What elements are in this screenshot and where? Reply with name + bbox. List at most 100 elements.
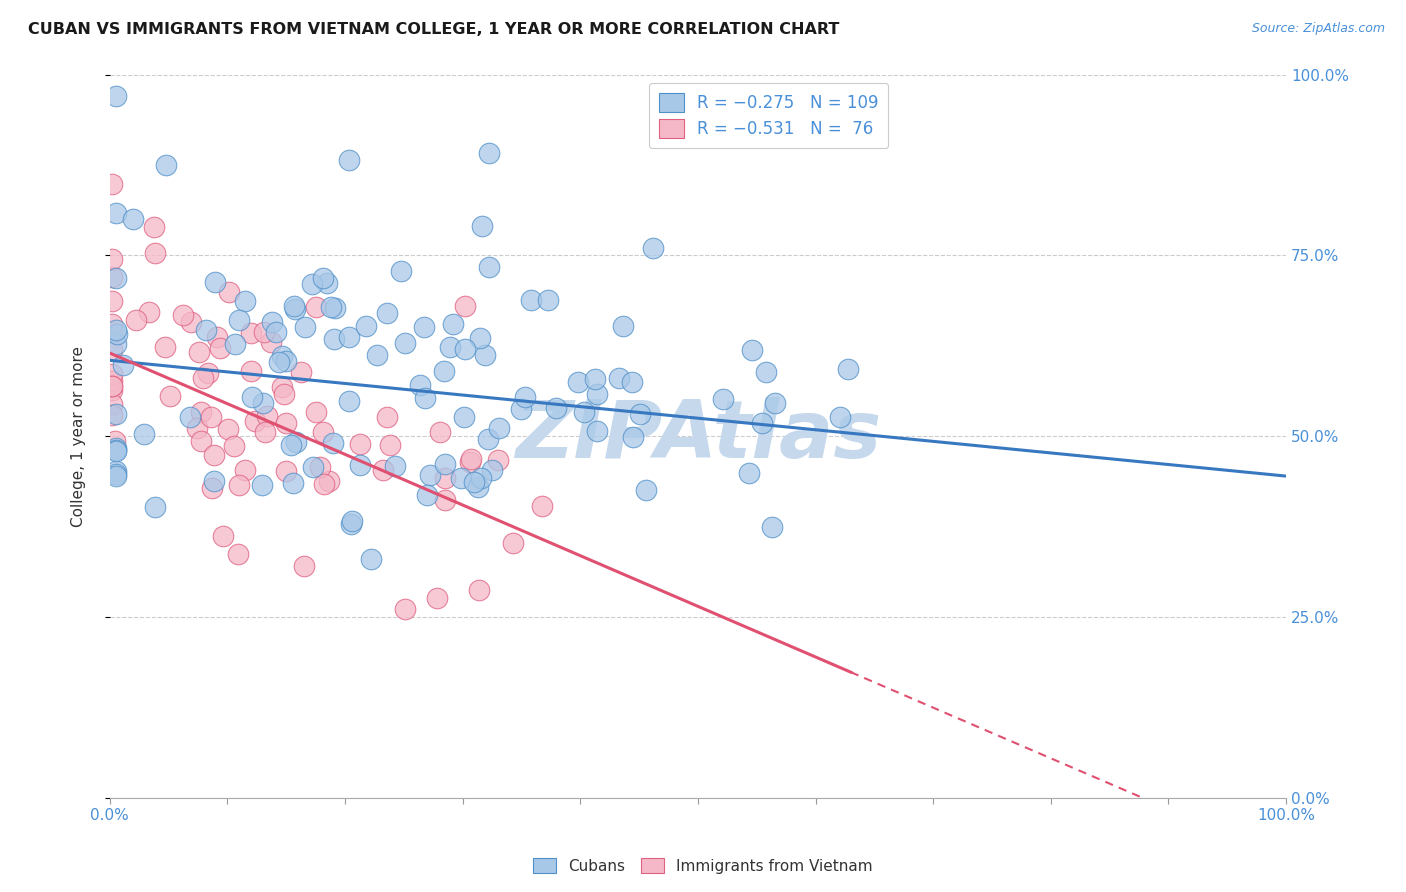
Point xyxy=(509,401,531,416)
Point xyxy=(101,178,124,192)
Point xyxy=(419,468,441,483)
Point xyxy=(409,377,432,392)
Point xyxy=(142,219,165,234)
Point xyxy=(254,425,277,439)
Point xyxy=(294,319,316,334)
Point xyxy=(439,340,461,354)
Point xyxy=(245,414,267,428)
Point xyxy=(200,410,222,425)
Point xyxy=(394,602,416,616)
Point xyxy=(218,285,240,299)
Y-axis label: College, 1 year or more: College, 1 year or more xyxy=(72,346,86,527)
Point xyxy=(132,427,155,442)
Point xyxy=(454,343,477,357)
Point xyxy=(186,421,208,435)
Point xyxy=(636,483,658,497)
Point xyxy=(104,434,127,448)
Point xyxy=(284,434,307,449)
Point xyxy=(104,443,127,458)
Text: ZIPAtlas: ZIPAtlas xyxy=(515,397,882,475)
Point xyxy=(474,348,496,362)
Point xyxy=(159,389,181,403)
Point xyxy=(101,379,124,393)
Point xyxy=(478,260,501,275)
Point xyxy=(271,350,294,364)
Point xyxy=(224,337,246,351)
Point xyxy=(101,379,124,393)
Point xyxy=(426,591,449,605)
Point xyxy=(104,206,127,220)
Point xyxy=(323,301,346,315)
Point xyxy=(711,392,734,407)
Point xyxy=(101,252,124,267)
Point xyxy=(530,499,553,513)
Point xyxy=(314,476,336,491)
Point xyxy=(284,302,307,317)
Point xyxy=(201,481,224,495)
Point xyxy=(101,383,124,397)
Point xyxy=(322,332,344,346)
Point xyxy=(366,348,388,362)
Point xyxy=(433,364,456,378)
Point xyxy=(488,421,510,435)
Point xyxy=(312,270,335,285)
Point xyxy=(195,323,218,337)
Point xyxy=(101,408,124,422)
Point xyxy=(190,405,212,419)
Point xyxy=(375,305,398,319)
Point xyxy=(349,437,371,451)
Point xyxy=(202,474,225,488)
Point xyxy=(741,343,763,357)
Point xyxy=(305,405,328,419)
Point xyxy=(104,442,127,456)
Point xyxy=(763,396,786,410)
Point xyxy=(546,401,568,416)
Point xyxy=(458,455,481,469)
Point xyxy=(620,375,643,389)
Point xyxy=(212,529,235,543)
Point xyxy=(761,519,783,533)
Point xyxy=(394,335,416,350)
Point xyxy=(349,458,371,472)
Point xyxy=(104,444,127,458)
Point xyxy=(138,305,160,319)
Point xyxy=(301,277,323,291)
Point xyxy=(179,409,201,424)
Point xyxy=(471,219,494,234)
Point xyxy=(375,410,398,425)
Point xyxy=(354,319,377,334)
Point xyxy=(537,293,560,308)
Point xyxy=(101,317,124,331)
Point xyxy=(312,425,335,440)
Point xyxy=(187,345,209,359)
Point xyxy=(104,271,127,285)
Point xyxy=(253,325,276,339)
Legend: R = −0.275   N = 109, R = −0.531   N =  76: R = −0.275 N = 109, R = −0.531 N = 76 xyxy=(648,83,889,148)
Point xyxy=(204,275,226,289)
Point xyxy=(429,425,451,439)
Point xyxy=(273,386,295,401)
Point xyxy=(290,365,312,379)
Point xyxy=(586,387,609,401)
Point xyxy=(101,367,124,381)
Point xyxy=(239,363,262,377)
Point xyxy=(190,434,212,449)
Point xyxy=(269,354,291,368)
Point xyxy=(468,331,491,345)
Point xyxy=(463,475,485,489)
Point xyxy=(276,464,298,478)
Point xyxy=(468,583,491,598)
Point xyxy=(481,463,503,477)
Legend: Cubans, Immigrants from Vietnam: Cubans, Immigrants from Vietnam xyxy=(527,852,879,880)
Point xyxy=(360,552,382,566)
Point xyxy=(122,212,145,227)
Point xyxy=(628,407,651,421)
Point xyxy=(502,535,524,549)
Point xyxy=(240,390,263,404)
Point xyxy=(104,464,127,478)
Point xyxy=(751,416,773,430)
Point xyxy=(342,514,364,528)
Point xyxy=(260,315,283,329)
Point xyxy=(101,343,124,357)
Point xyxy=(101,374,124,388)
